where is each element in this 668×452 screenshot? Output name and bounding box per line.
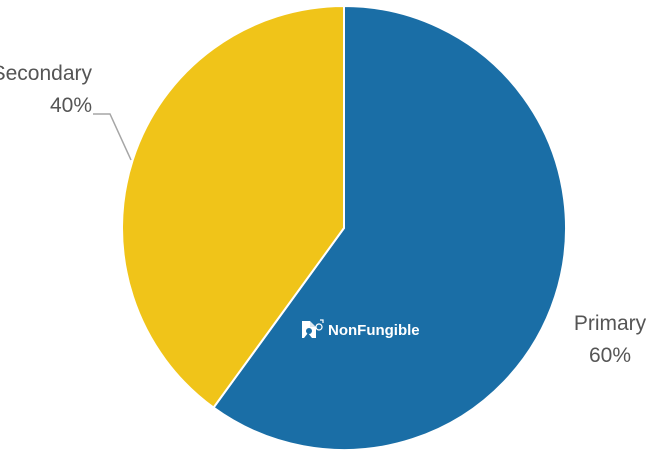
slice-labels: Primary 60% Secondary 40% [0, 62, 647, 367]
nonfungible-watermark: NonFungible [302, 319, 420, 339]
leader-line-secondary [93, 113, 132, 161]
watermark-text: NonFungible [328, 322, 420, 339]
slice-percent-label-secondary: 40% [50, 94, 92, 117]
slice-name-label-secondary: Secondary [0, 62, 92, 85]
pie-slices [121, 4, 567, 451]
slice-name-label-primary: Primary [574, 312, 647, 335]
pie-slice-primary [212, 4, 567, 451]
pie-slice-secondary [121, 4, 345, 409]
nonfungible-logo-icon [302, 319, 324, 338]
slice-percent-label-primary: 60% [589, 344, 631, 367]
